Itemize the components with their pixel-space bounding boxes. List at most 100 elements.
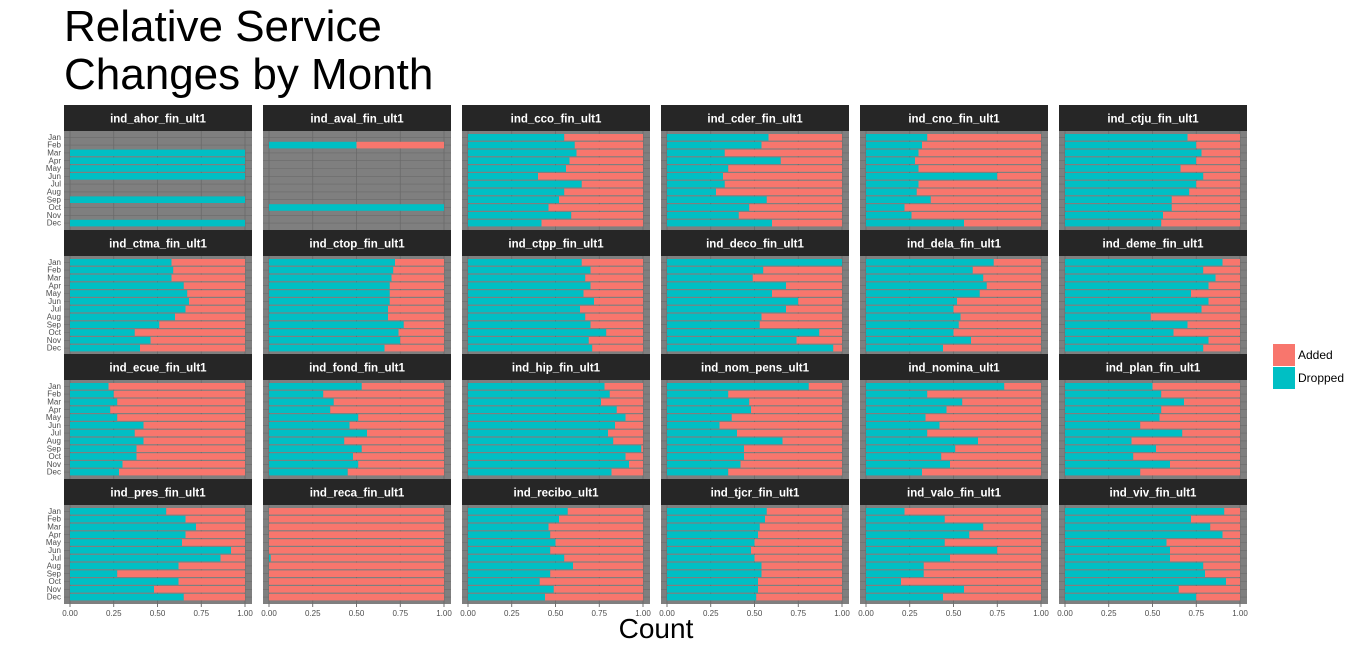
bar-dropped [866,212,912,219]
x-axis-label: Count [618,613,694,644]
bar-dropped [269,204,444,211]
bar-added [904,508,1041,515]
x-tick-label: 0.00 [659,609,675,618]
bar-added [957,298,1041,305]
bar-dropped [70,531,186,538]
x-tick-label: 0.50 [747,609,763,618]
bar-dropped [866,523,984,531]
y-tick-label: May [46,538,61,547]
bar-dropped [269,274,392,282]
bar-dropped [866,313,961,321]
bar-dropped [468,429,608,437]
y-tick-label: Jan [48,382,61,391]
bar-dropped [70,593,184,601]
bar-dropped [70,196,245,203]
bar-dropped [468,398,601,406]
bar-dropped [1065,390,1162,398]
bar-dropped [70,445,137,452]
y-tick-label: Nov [47,585,61,594]
bar-added [728,468,842,476]
bar-dropped [468,204,549,211]
bar-dropped [866,570,924,577]
bar-added [786,305,842,313]
bar-added [833,344,842,352]
bar-dropped [667,212,739,219]
x-tick-label: 0.00 [62,609,78,618]
bar-dropped [269,321,404,328]
bar-dropped [866,593,943,601]
bar-dropped [1065,305,1202,313]
bar-added [780,157,842,164]
bar-dropped [667,149,725,157]
bar-dropped [70,290,188,297]
bar-added [759,321,842,328]
legend-label-dropped: Dropped [1298,370,1345,385]
y-tick-label: Jun [48,297,61,306]
bar-added [113,390,245,398]
bar-dropped [866,329,954,336]
facet-strip [64,354,252,380]
bar-dropped [70,274,172,282]
bar-dropped [866,398,963,406]
x-tick-label: 0.25 [106,609,122,618]
bar-dropped [269,259,395,266]
bar-dropped [667,274,753,282]
bar-added [545,593,643,601]
bar-dropped [866,219,964,227]
bar-added [166,508,245,515]
facet-strip [462,105,650,131]
bar-added [590,266,643,274]
facet-strip [661,354,849,380]
bar-dropped [269,554,271,562]
bar-added [927,429,1041,437]
bar-dropped [70,539,182,546]
bar-added [950,461,1041,468]
y-tick-label: Aug [47,313,61,322]
y-tick-label: Feb [47,390,61,399]
facet-strip [263,230,451,256]
bar-dropped [866,562,924,570]
bar-added [759,523,842,531]
chart-title: Relative Service Changes by Month [64,3,433,99]
bar-dropped [468,437,614,445]
bar-dropped [70,578,179,585]
bar-added [604,383,643,390]
bar-dropped [667,461,741,468]
bar-added [1170,554,1240,562]
facet-strip-label: ind_viv_fin_ult1 [1110,488,1198,500]
bar-dropped [468,157,570,164]
bar-dropped [468,593,545,601]
bar-added [611,468,643,476]
bar-dropped [269,390,324,398]
bar-dropped [667,414,732,421]
bar-added [585,313,643,321]
bar-added [1161,406,1240,413]
bar-dropped [866,259,994,266]
bar-added [1208,298,1240,305]
bar-added [1196,593,1240,601]
bar-added [761,313,842,321]
bar-added [918,165,1041,172]
bar-added [719,422,842,429]
bar-added [183,282,245,289]
y-tick-label: Jan [48,507,61,516]
bar-dropped [667,593,757,601]
y-tick-label: Nov [47,336,61,345]
facet-strip [462,479,650,505]
bar-added [1222,531,1240,538]
bar-added [796,337,842,344]
bar-dropped [1065,508,1225,515]
y-tick-label: Aug [47,188,61,197]
bar-added [150,337,245,344]
bar-dropped [667,266,764,274]
bar-added [1201,149,1240,157]
bar-added [1182,429,1240,437]
facet-strip-label: ind_fond_fin_ult1 [309,363,405,375]
bar-dropped [468,406,617,413]
bar-dropped [1065,337,1209,344]
bar-added [946,406,1041,413]
x-tick-label: 0.25 [902,609,918,618]
bar-dropped [70,508,167,515]
bar-dropped [468,547,551,554]
